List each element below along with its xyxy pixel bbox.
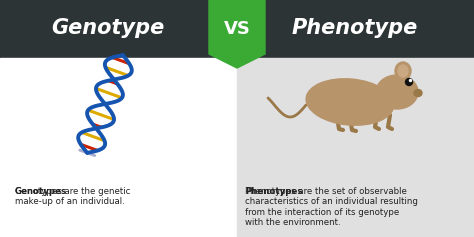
Text: Phenotypes are the set of observable
characteristics of an individual resulting
: Phenotypes are the set of observable cha… bbox=[245, 187, 418, 227]
Bar bbox=[237, 58, 474, 237]
Ellipse shape bbox=[306, 79, 394, 125]
Circle shape bbox=[410, 79, 411, 82]
Text: Phenotype: Phenotype bbox=[292, 18, 418, 38]
Text: Genotypes are the genetic
make-up of an individual.: Genotypes are the genetic make-up of an … bbox=[15, 187, 130, 206]
Ellipse shape bbox=[376, 75, 418, 109]
Text: VS: VS bbox=[224, 20, 250, 37]
Bar bbox=[0, 58, 237, 237]
Circle shape bbox=[405, 78, 412, 86]
Text: Genotype: Genotype bbox=[51, 18, 164, 38]
Polygon shape bbox=[209, 0, 265, 68]
Ellipse shape bbox=[398, 65, 408, 77]
Bar bbox=[0, 0, 474, 58]
Text: Genotypes: Genotypes bbox=[15, 187, 67, 196]
Ellipse shape bbox=[414, 90, 422, 96]
Ellipse shape bbox=[395, 62, 411, 80]
Text: Phenotypes: Phenotypes bbox=[245, 187, 302, 196]
